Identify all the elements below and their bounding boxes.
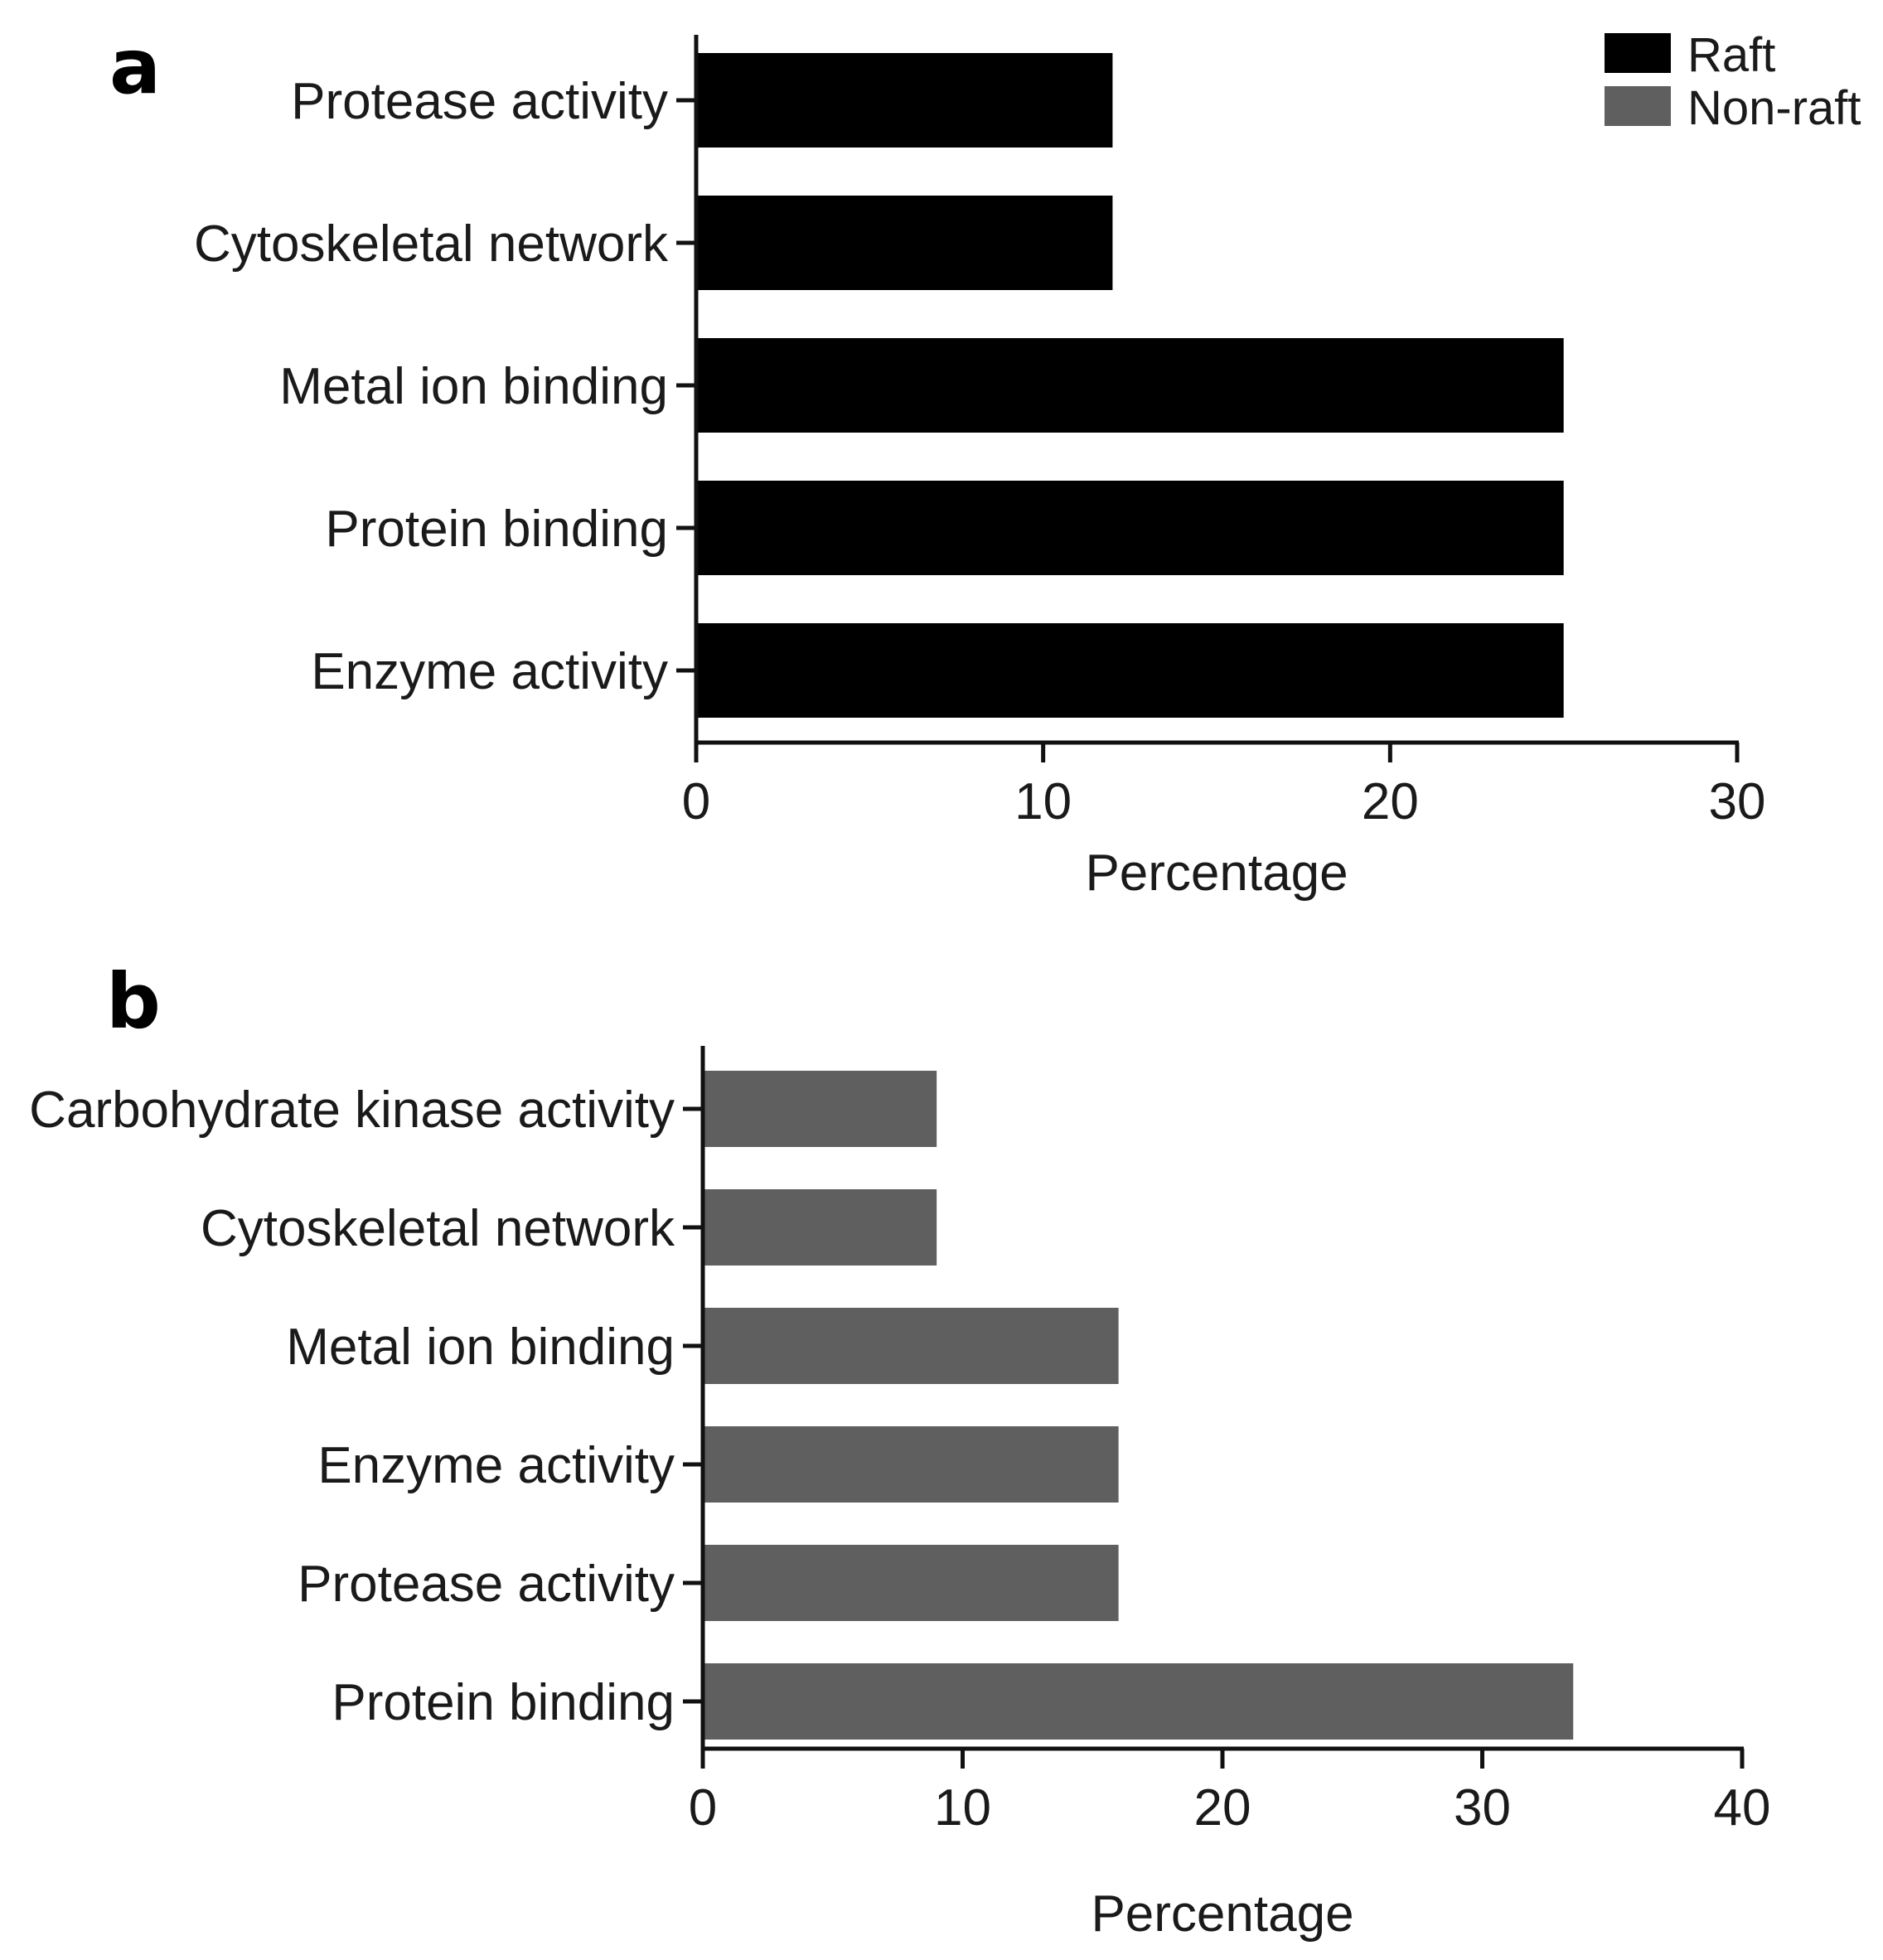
chart-b-bar-4	[703, 1545, 1119, 1621]
chart-a-bar-2	[696, 338, 1564, 433]
chart-b-category-label-0: Carbohydrate kinase activity	[29, 1082, 675, 1139]
chart-b-category-label-1: Cytoskeletal network	[201, 1200, 675, 1257]
chart-b-xtick-label-4: 40	[1714, 1779, 1771, 1837]
chart-b: Carbohydrate kinase activity Cytoskeletal…	[29, 1046, 1770, 1943]
chart-a-xtick-label-3: 30	[1709, 773, 1766, 830]
chart-b-xtick-label-2: 20	[1194, 1779, 1251, 1837]
chart-a-category-label-3: Protein binding	[325, 501, 668, 558]
chart-b-category-label-2: Metal ion binding	[286, 1319, 675, 1376]
chart-b-bar-1	[703, 1189, 937, 1266]
chart-b-bar-3	[703, 1426, 1119, 1503]
legend-label-non-raft: Non-raft	[1687, 81, 1861, 135]
chart-a-bar-4	[696, 623, 1564, 718]
chart-a-bar-3	[696, 481, 1564, 575]
chart-a: Protease activity Cytoskeletal network Met…	[194, 35, 1766, 902]
chart-b-bar-5	[703, 1663, 1574, 1740]
panel-b-letter: b	[106, 957, 161, 1046]
chart-a-xtick-label-1: 10	[1014, 773, 1072, 830]
panel-a-letter: a	[109, 22, 161, 111]
chart-b-xtick-label-0: 0	[689, 1779, 717, 1837]
chart-b-xtick-label-1: 10	[934, 1779, 991, 1837]
chart-a-xtick-label-0: 0	[682, 773, 710, 830]
chart-a-category-label-1: Cytoskeletal network	[194, 215, 669, 273]
chart-b-category-label-4: Protease activity	[298, 1556, 675, 1613]
chart-a-bar-1	[696, 196, 1113, 290]
chart-a-x-axis-title: Percentage	[1085, 844, 1348, 902]
legend-swatch-non-raft	[1605, 86, 1671, 126]
chart-a-xtick-label-2: 20	[1362, 773, 1419, 830]
chart-a-category-label-0: Protease activity	[291, 73, 668, 130]
chart-a-category-label-2: Metal ion binding	[279, 358, 668, 415]
chart-b-xtick-label-3: 30	[1454, 1779, 1511, 1837]
chart-b-x-axis-title: Percentage	[1091, 1885, 1353, 1943]
chart-b-category-label-3: Enzyme activity	[317, 1437, 675, 1494]
chart-a-bar-0	[696, 53, 1113, 148]
chart-b-bar-0	[703, 1071, 937, 1147]
legend-label-raft: Raft	[1687, 28, 1775, 82]
legend-swatch-raft	[1605, 33, 1671, 73]
chart-b-bar-2	[703, 1308, 1119, 1384]
chart-b-category-label-5: Protein binding	[332, 1674, 675, 1731]
chart-a-category-label-4: Enzyme activity	[311, 643, 668, 700]
legend: Raft Non-raft	[1605, 28, 1861, 135]
